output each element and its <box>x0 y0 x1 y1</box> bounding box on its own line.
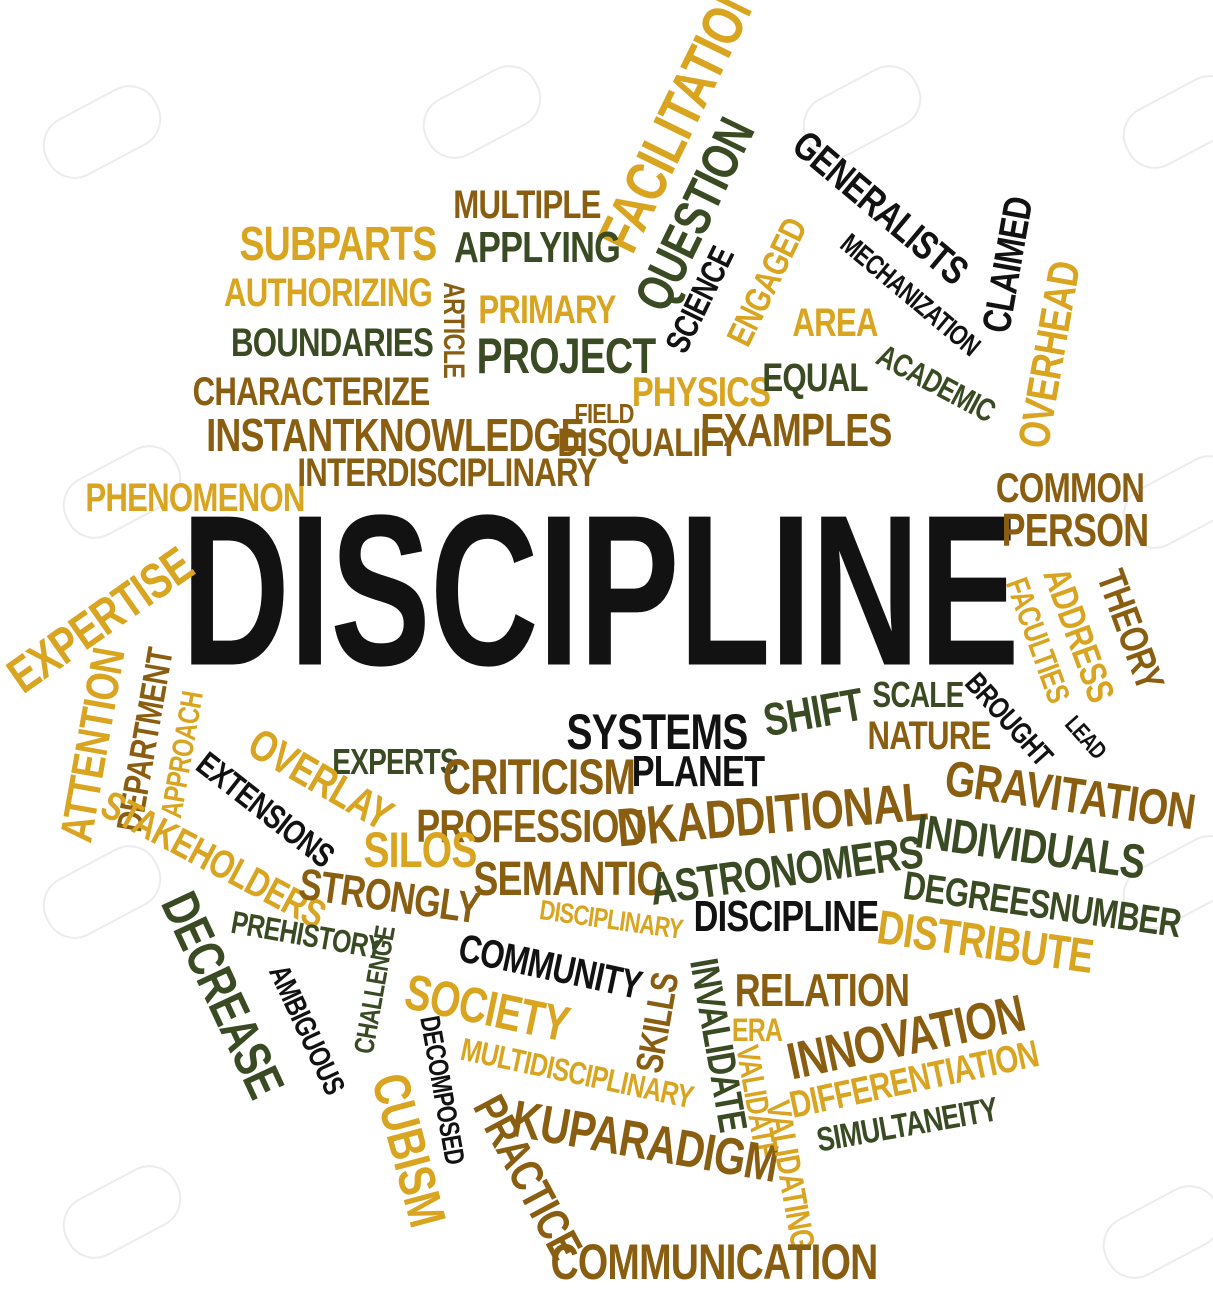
cloud-word-subparts: SUBPARTS <box>239 218 438 271</box>
cloud-word-physics: PHYSICS <box>631 368 771 415</box>
cloud-word-disqualify: DISQUALIFY <box>557 421 739 465</box>
watermark-shape <box>1092 1174 1213 1290</box>
cloud-word-interdisciplinary: INTERDISCIPLINARY <box>297 451 597 495</box>
cloud-word-experts: EXPERTS <box>332 741 458 782</box>
cloud-word-person: PERSON <box>1001 504 1150 556</box>
cloud-word-discipline: DISCIPLINE <box>181 469 1019 711</box>
cloud-word-communication: COMMUNICATION <box>550 1234 878 1290</box>
cloud-word-planet: PLANET <box>631 747 765 796</box>
cloud-word-article: ARTICLE <box>437 282 470 378</box>
cloud-word-common: COMMON <box>995 464 1145 511</box>
cloud-word-criticism: CRITICISM <box>442 749 636 805</box>
cloud-word-semantic: SEMANTIC <box>473 853 663 906</box>
cloud-word-multiple: MULTIPLE <box>453 183 601 227</box>
cloud-word-claimed: CLAIMED <box>974 193 1042 337</box>
watermark-shape <box>32 74 172 190</box>
cloud-word-nature: NATURE <box>867 714 991 758</box>
cloud-word-phenomenon: PHENOMENON <box>85 476 305 520</box>
watermark-shape <box>52 1154 192 1270</box>
cloud-word-examples: EXAMPLES <box>700 404 892 456</box>
cloud-word-authorizing: AUTHORIZING <box>223 271 433 315</box>
cloud-word-area: AREA <box>792 301 878 345</box>
cloud-word-lead: LEAD <box>1059 710 1112 765</box>
cloud-word-field: FIELD <box>574 398 634 429</box>
cloud-word-project: PROJECT <box>476 328 657 384</box>
cloud-word-primary: PRIMARY <box>478 288 616 332</box>
cloud-word-boundaries: BOUNDARIES <box>231 321 434 365</box>
cloud-word-relation: RELATION <box>734 964 910 1016</box>
cloud-word-profession: PROFESSION <box>416 800 644 852</box>
watermark-shape <box>1112 64 1213 180</box>
cloud-word-discipline: DISCIPLINE <box>693 892 880 941</box>
cloud-word-scale: SCALE <box>872 674 964 715</box>
cloud-word-systems: SYSTEMS <box>566 704 749 760</box>
cloud-word-applying: APPLYING <box>453 223 621 272</box>
cloud-word-equal: EQUAL <box>762 356 868 400</box>
watermark-shape <box>412 54 552 170</box>
cloud-word-era: ERA <box>731 1012 783 1048</box>
cloud-word-silos: SILOS <box>363 822 477 878</box>
cloud-word-instantknowledge: INSTANTKNOWLEDGE <box>206 409 584 461</box>
cloud-word-characterize: CHARACTERIZE <box>192 370 431 414</box>
